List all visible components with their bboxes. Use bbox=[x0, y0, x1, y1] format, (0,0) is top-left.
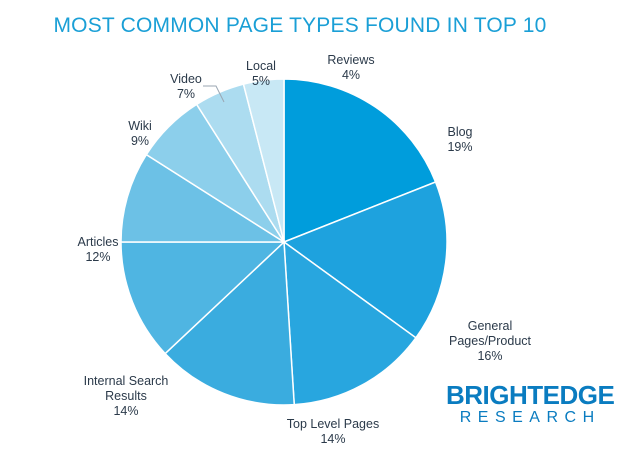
pie-slice-articles bbox=[120, 241, 286, 355]
pie-slice-top-level-pages bbox=[283, 240, 417, 406]
slice-label-local: Local 5% bbox=[246, 59, 276, 88]
chart-title: MOST COMMON PAGE TYPES FOUND IN TOP 10 bbox=[53, 14, 547, 37]
slice-label-video: Video 7% bbox=[170, 72, 202, 101]
pie-slice-general-pages-product bbox=[282, 181, 448, 339]
slice-label-articles: Articles 12% bbox=[78, 235, 119, 264]
brand-subtitle: RESEARCH bbox=[459, 409, 601, 426]
slice-label-blog: Blog 19% bbox=[447, 125, 472, 154]
brand-name: BRIGHTEDGE bbox=[446, 380, 615, 410]
slice-label-general-pages-product: General Pages/Product 16% bbox=[449, 319, 532, 363]
pie-slice-reviews bbox=[242, 78, 285, 243]
slice-label-internal-search-results: Internal Search Results 14% bbox=[84, 374, 169, 418]
pie-slice-wiki bbox=[120, 153, 287, 243]
slice-label-wiki: Wiki 9% bbox=[128, 119, 152, 148]
slice-label-reviews: Reviews 4% bbox=[327, 53, 374, 82]
pie-slice-blog bbox=[283, 78, 437, 244]
brightedge-research-logo: BRIGHTEDGE RESEARCH bbox=[446, 380, 615, 426]
video-leader-line bbox=[203, 85, 225, 103]
slice-label-top-level-pages: Top Level Pages 14% bbox=[287, 417, 379, 446]
pie-slice-internal-search-results bbox=[164, 240, 296, 406]
